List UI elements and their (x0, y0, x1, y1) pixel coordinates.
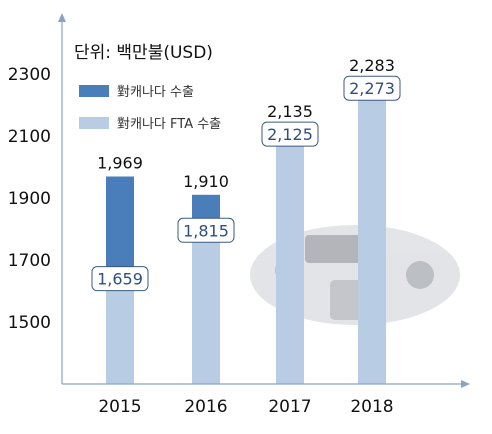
bar-fta-export-2016 (192, 224, 220, 384)
x-category-2018: 2018 (350, 397, 393, 417)
x-categories-group: 2015 2016 2017 2018 (98, 397, 393, 417)
y-axis-arrow (58, 13, 66, 22)
fta-label-box-2018 (343, 75, 401, 101)
fta-label-box-2016 (177, 217, 235, 243)
fta-label-2017: 2,125 (267, 125, 313, 144)
y-tick-2100: 2100 (8, 127, 51, 147)
fta-label-box-2017 (261, 121, 319, 147)
inner-labels-group: 1,659 1,815 2,125 2,273 (91, 75, 401, 292)
fta-label-2016: 1,815 (183, 221, 229, 240)
x-category-2015: 2015 (98, 397, 141, 417)
fta-label-2018: 2,273 (349, 79, 395, 98)
fta-label-box-2015 (91, 266, 149, 292)
total-label-2017: 2,135 (267, 102, 313, 121)
y-tick-1900: 1900 (8, 189, 51, 209)
total-label-2018: 2,283 (349, 56, 395, 75)
total-label-2016: 1,910 (183, 172, 229, 191)
legend-swatch-export (79, 85, 109, 97)
legend-label-fta-export: 對캐나다 FTA 수출 (117, 117, 221, 132)
x-axis-arrow (461, 380, 470, 388)
y-tick-1500: 1500 (8, 313, 51, 333)
bar-fta-export-2017 (276, 128, 304, 384)
y-ticks-group: 1500 1700 1900 2100 2300 (8, 65, 51, 333)
bar-fta-export-2015 (106, 272, 134, 384)
bars-group (106, 79, 386, 385)
x-category-2016: 2016 (184, 397, 227, 417)
legend-swatch-fta-export (79, 117, 109, 129)
bar-export-remainder-2015 (106, 176, 134, 273)
legend: 對캐나다 수출 對캐나다 FTA 수출 (79, 85, 221, 132)
fta-label-2015: 1,659 (97, 270, 143, 289)
dashboard-screen (305, 235, 365, 263)
y-tick-1700: 1700 (8, 251, 51, 271)
bar-fta-export-2018 (358, 82, 386, 385)
y-tick-2300: 2300 (8, 65, 51, 85)
unit-label: 단위: 백만불(USD) (74, 43, 213, 63)
legend-label-export: 對캐나다 수출 (117, 85, 194, 100)
x-category-2017: 2017 (268, 397, 311, 417)
total-labels-group: 1,969 1,910 2,135 2,283 (97, 56, 395, 191)
total-label-2015: 1,969 (97, 153, 143, 172)
dashboard-knob-right (406, 261, 434, 289)
